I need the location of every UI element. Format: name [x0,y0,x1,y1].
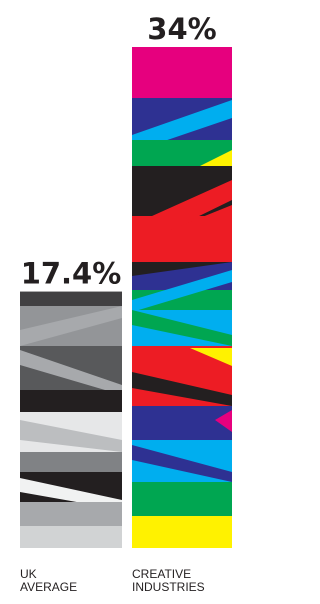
value-label: 17.4% [21,257,122,291]
category-label: CREATIVE INDUSTRIES [132,568,205,594]
bar-pattern [132,0,232,548]
category-label: UK AVERAGE [20,568,77,594]
value-label: 34% [147,12,216,46]
chart: 17.4% 34% [0,0,244,604]
infographic: 17.4% 34% UK AVERAGE CREATIVE INDUSTRIES [0,0,244,604]
